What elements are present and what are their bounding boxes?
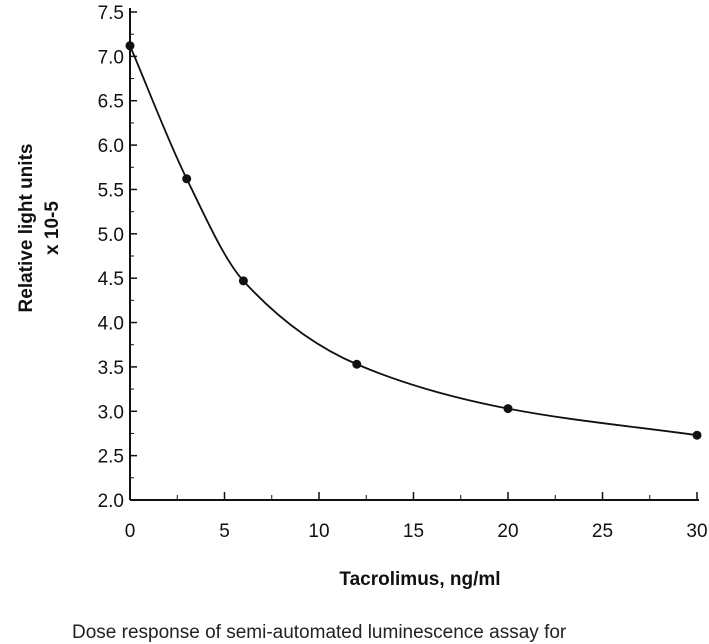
y-tick-label: 5.0 [98,225,124,246]
data-point [352,359,362,369]
x-tick-label: 25 [592,521,613,542]
figure-caption: Dose response of semi-automated luminesc… [72,622,567,643]
y-axis-ticks: 2.0 2.5 3.0 3.5 4.0 4.5 5.0 5.5 6.0 6.5 7.0 7.5 [98,3,137,512]
y-tick-label: 2.5 [98,447,124,468]
data-point [125,41,135,51]
x-tick-label: 5 [219,521,230,542]
y-tick-label: 4.0 [98,314,124,335]
y-tick-label: 3.0 [98,402,124,423]
data-point [238,276,248,286]
data-points [125,41,702,440]
y-tick-label: 6.5 [98,92,124,113]
x-tick-label: 0 [125,521,136,542]
x-tick-label: 30 [686,521,707,542]
y-tick-label: 6.0 [98,136,124,157]
data-point [692,430,702,440]
data-point [182,174,192,184]
y-axis-title: Relative light units x 10-5 [16,144,63,313]
fitted-curve [129,45,698,437]
y-tick-label: 7.0 [98,47,124,68]
y-axis-title-line-2: x 10-5 [42,201,63,255]
fitted-curve-line [129,45,698,437]
x-axis-title: Tacrolimus, ng/ml [339,569,500,590]
y-tick-label: 7.5 [98,3,124,24]
axes [129,8,699,501]
data-point [503,404,513,414]
y-axis-title-line-1: Relative light units [16,144,37,313]
y-tick-label: 2.0 [98,491,124,512]
x-tick-label: 20 [497,521,518,542]
y-tick-label: 3.5 [98,358,124,379]
x-axis-ticks: 0 5 10 15 20 25 30 [125,492,708,542]
y-tick-label: 5.5 [98,180,124,201]
x-tick-label: 15 [403,521,424,542]
y-tick-label: 4.5 [98,269,124,290]
x-tick-label: 10 [308,521,329,542]
